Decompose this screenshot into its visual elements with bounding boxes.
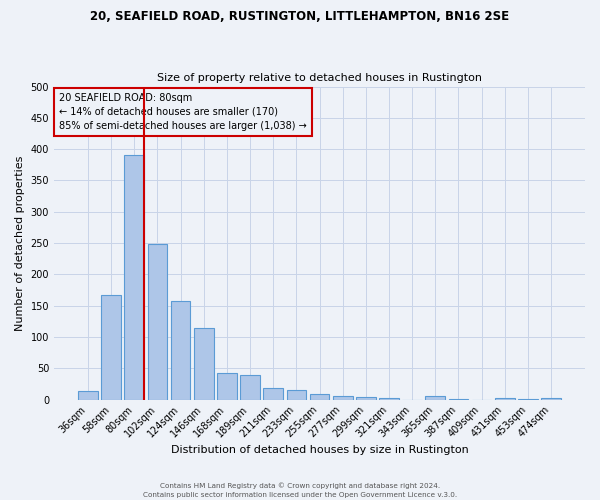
Bar [263,388,283,400]
Text: 20 SEAFIELD ROAD: 80sqm
← 14% of detached houses are smaller (170)
85% of semi-d: 20 SEAFIELD ROAD: 80sqm ← 14% of detache… [59,93,307,131]
Text: Contains HM Land Registry data © Crown copyright and database right 2024.
Contai: Contains HM Land Registry data © Crown c… [143,482,457,498]
Bar [124,156,144,400]
Bar [356,397,376,400]
Bar [518,399,538,400]
Bar [287,390,306,400]
Bar [101,295,121,400]
Y-axis label: Number of detached properties: Number of detached properties [15,156,25,331]
Bar [333,396,353,400]
Bar [379,398,399,400]
Bar [78,391,98,400]
Bar [171,302,190,400]
Bar [217,372,237,400]
Bar [425,396,445,400]
Bar [240,375,260,400]
Bar [194,328,214,400]
Title: Size of property relative to detached houses in Rustington: Size of property relative to detached ho… [157,73,482,83]
Bar [449,399,468,400]
Bar [495,398,515,400]
Bar [148,244,167,400]
Bar [310,394,329,400]
Bar [541,398,561,400]
Text: 20, SEAFIELD ROAD, RUSTINGTON, LITTLEHAMPTON, BN16 2SE: 20, SEAFIELD ROAD, RUSTINGTON, LITTLEHAM… [91,10,509,23]
X-axis label: Distribution of detached houses by size in Rustington: Distribution of detached houses by size … [170,445,469,455]
